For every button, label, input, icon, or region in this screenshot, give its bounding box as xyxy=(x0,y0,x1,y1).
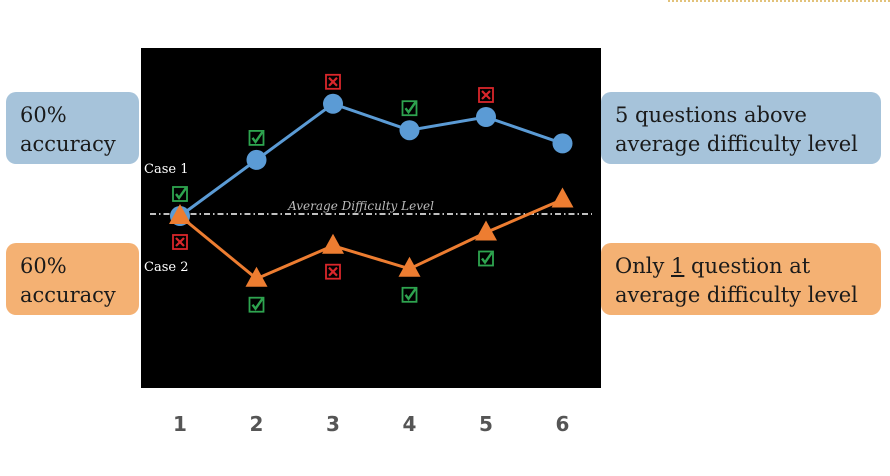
cross-icon-case1-q3 xyxy=(325,73,341,90)
case1-accuracy-value: 60% xyxy=(20,103,67,127)
x-tick-label-6: 6 xyxy=(556,412,570,436)
case1-accuracy-panel: 60% accuracy xyxy=(6,92,139,164)
case2-summary-line1: Only 1 question at xyxy=(615,252,858,281)
series-2-point-5 xyxy=(475,220,497,241)
case1-accuracy-label: accuracy xyxy=(20,132,116,156)
case2-accuracy-panel: 60% accuracy xyxy=(6,243,139,315)
x-tick-label-2: 2 xyxy=(250,412,264,436)
cross-icon-case1-q5 xyxy=(478,87,494,103)
case1-summary-line2: average difficulty level xyxy=(615,132,858,156)
series-1-line xyxy=(179,102,563,218)
check-icon-case2-q4 xyxy=(401,286,418,303)
check-icon-case1-q2 xyxy=(248,129,265,146)
case2-label: Case 2 xyxy=(144,260,188,275)
case1-summary-panel: 5 questions above average difficulty lev… xyxy=(601,92,881,164)
case2-summary-line2: average difficulty level xyxy=(615,283,858,307)
case2-summary-post: question at xyxy=(684,254,811,278)
series-2-point-1 xyxy=(169,204,191,224)
case1-summary-line1: 5 questions above xyxy=(615,103,807,127)
case2-summary-count: 1 xyxy=(671,254,685,278)
check-icon-case2-q5 xyxy=(478,250,494,267)
case2-summary-pre: Only xyxy=(615,254,671,278)
series-1-point-2 xyxy=(246,149,267,170)
case1-label: Case 1 xyxy=(144,162,188,177)
x-tick-label-3: 3 xyxy=(326,412,340,436)
series-2-line xyxy=(179,198,564,281)
series-2-point-4 xyxy=(398,256,421,277)
cross-icon-case2-q1 xyxy=(172,234,188,250)
x-tick-label-5: 5 xyxy=(479,412,493,436)
series-1-point-6 xyxy=(552,133,573,154)
case2-accuracy-value: 60% xyxy=(20,254,67,278)
check-icon-case2-q2 xyxy=(248,296,265,313)
series-1-point-4 xyxy=(399,120,420,141)
average-difficulty-label: Average Difficulty Level xyxy=(287,199,434,213)
case2-accuracy-label: accuracy xyxy=(20,283,116,307)
case2-summary-panel: Only 1 question at average difficulty le… xyxy=(601,243,881,315)
series-1-point-5 xyxy=(476,107,496,127)
plot-area xyxy=(141,48,601,388)
series-2-point-3 xyxy=(322,233,344,254)
decorative-top-line xyxy=(668,0,890,4)
x-tick-label-1: 1 xyxy=(173,412,187,436)
check-icon-case1-q4 xyxy=(401,100,418,117)
series-1-point-3 xyxy=(323,93,343,114)
check-icon-case1-q1 xyxy=(172,186,188,202)
x-tick-label-4: 4 xyxy=(403,412,417,436)
series-2-point-6 xyxy=(551,187,574,208)
series-2-point-2 xyxy=(245,266,268,287)
cross-icon-case2-q3 xyxy=(325,263,341,280)
